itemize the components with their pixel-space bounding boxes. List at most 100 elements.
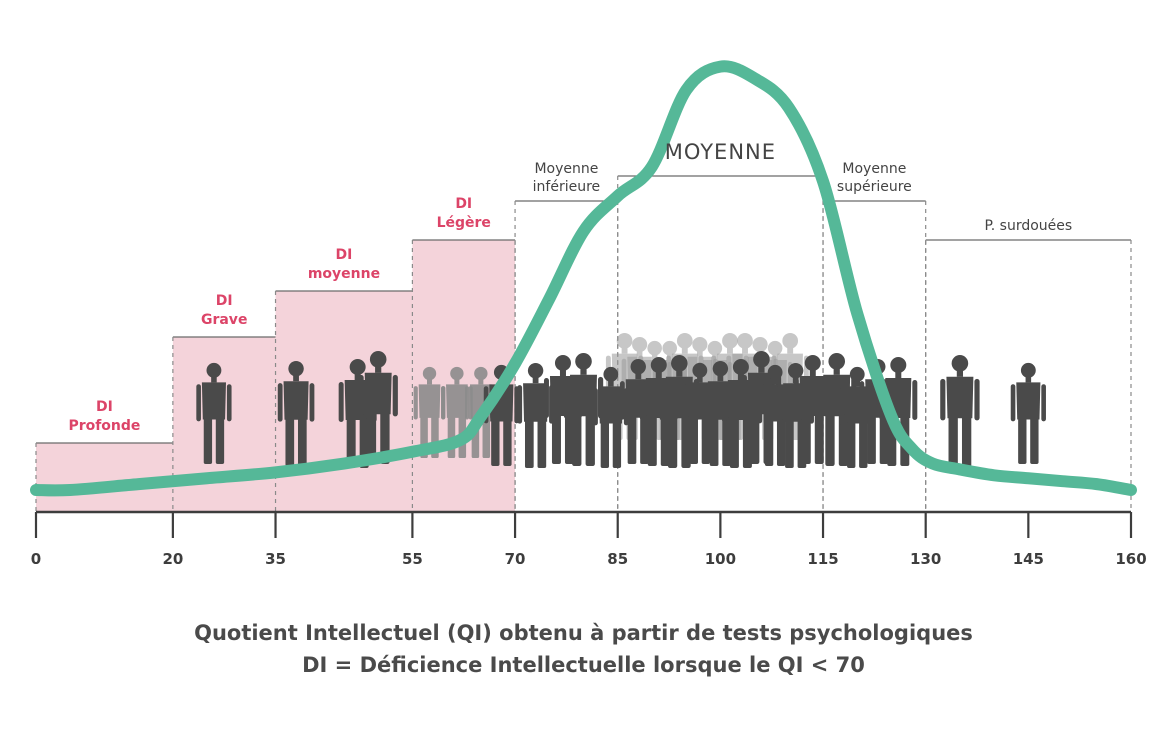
arm [721, 382, 727, 422]
caption-line-2: DI = Déficience Intellectuelle lorsque l… [302, 653, 865, 677]
head [890, 357, 907, 373]
person-silhouette [358, 351, 398, 464]
leg [491, 419, 500, 466]
neck [681, 347, 688, 354]
head [712, 360, 729, 377]
neck [293, 375, 299, 382]
caption-line-1: Quotient Intellectuel (QI) obtenu à part… [194, 621, 973, 645]
leg [709, 417, 719, 466]
x-tick-label: 100 [705, 550, 736, 568]
torso [570, 374, 597, 417]
neck [454, 379, 460, 385]
leg [1030, 417, 1039, 464]
band-label: DI [216, 293, 233, 309]
head [575, 353, 592, 370]
person-silhouette [517, 362, 554, 468]
leg [961, 416, 972, 468]
leg [346, 418, 356, 468]
leg [572, 414, 582, 466]
head [671, 355, 688, 372]
head [616, 332, 633, 349]
neck [676, 370, 683, 377]
leg [482, 416, 491, 458]
x-tick-label: 85 [607, 550, 628, 568]
leg [801, 414, 811, 464]
neck [478, 379, 484, 385]
leg [667, 416, 678, 468]
neck [635, 373, 642, 380]
leg [867, 415, 876, 464]
torso [727, 380, 754, 420]
neck [532, 377, 539, 384]
torso [344, 380, 371, 420]
x-tick-label: 20 [162, 550, 183, 568]
band-label: DI [455, 196, 472, 212]
neck [727, 347, 733, 354]
neck [580, 368, 587, 375]
head [450, 366, 464, 381]
neck [737, 374, 744, 380]
head [474, 366, 488, 381]
leg [215, 417, 225, 464]
head [632, 336, 648, 353]
leg [585, 414, 595, 466]
arm [593, 388, 598, 426]
head [722, 332, 738, 349]
head [752, 336, 768, 353]
leg [681, 416, 691, 468]
band-label: Grave [201, 312, 247, 328]
x-tick-label: 115 [807, 550, 838, 568]
arm [196, 384, 201, 422]
arm [309, 383, 315, 422]
arm [464, 386, 470, 420]
leg [1018, 417, 1027, 464]
head [647, 340, 662, 356]
category-label: Moyenne [534, 161, 598, 177]
person-silhouette [817, 353, 857, 466]
person-silhouette [196, 362, 232, 464]
person-silhouette [940, 355, 980, 468]
neck [655, 372, 662, 378]
head [767, 340, 783, 356]
category-label: Moyenne [842, 161, 906, 177]
neck [758, 366, 765, 373]
head [692, 362, 708, 378]
category-label: supérieure [837, 179, 912, 195]
arm [563, 376, 569, 419]
head [849, 366, 865, 382]
head [554, 355, 571, 371]
neck [354, 374, 361, 380]
x-tick-label: 130 [910, 550, 941, 568]
arm [226, 384, 232, 422]
torso [283, 381, 309, 420]
head [732, 359, 749, 375]
arm [817, 376, 823, 419]
leg [785, 419, 794, 468]
arm [440, 386, 446, 420]
leg [814, 414, 824, 464]
arm [702, 383, 707, 422]
arm [793, 378, 799, 418]
arm [358, 374, 364, 417]
person-silhouette [277, 360, 315, 466]
head [804, 355, 821, 371]
head [787, 362, 804, 379]
head [662, 340, 678, 356]
neck [697, 376, 703, 383]
leg [776, 419, 786, 466]
neck [375, 366, 382, 373]
neck [787, 347, 794, 354]
leg [722, 417, 731, 466]
leg [689, 417, 698, 464]
head [951, 355, 969, 372]
arm [859, 381, 865, 420]
leg [859, 421, 868, 468]
neck [833, 368, 840, 375]
leg [750, 412, 760, 464]
neck [697, 351, 703, 357]
leg [729, 418, 739, 468]
torso [523, 383, 549, 422]
band-label: Profonde [68, 418, 140, 434]
arm [543, 378, 549, 418]
